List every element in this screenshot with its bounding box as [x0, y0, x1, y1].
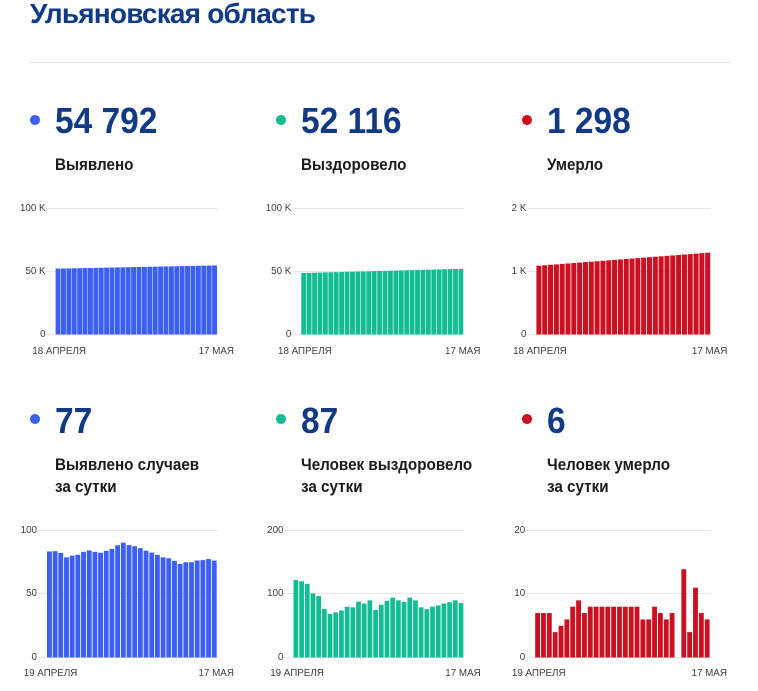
svg-text:18 АПРЕЛЯ: 18 АПРЕЛЯ — [278, 346, 332, 357]
svg-text:0: 0 — [521, 329, 527, 340]
svg-text:50: 50 — [26, 588, 37, 599]
svg-text:50 K: 50 K — [271, 266, 292, 277]
svg-text:0: 0 — [278, 652, 284, 663]
svg-text:17 МАЯ: 17 МАЯ — [199, 346, 234, 357]
svg-text:17 МАЯ: 17 МАЯ — [445, 346, 480, 357]
svg-text:19 АПРЕЛЯ: 19 АПРЕЛЯ — [24, 668, 78, 679]
svg-text:100 K: 100 K — [266, 203, 292, 214]
svg-text:0: 0 — [32, 652, 38, 663]
svg-text:2 K: 2 K — [512, 203, 527, 214]
svg-text:18 АПРЕЛЯ: 18 АПРЕЛЯ — [513, 346, 567, 357]
svg-text:17 МАЯ: 17 МАЯ — [692, 346, 727, 357]
svg-text:18 АПРЕЛЯ: 18 АПРЕЛЯ — [32, 346, 86, 357]
svg-text:0: 0 — [40, 329, 46, 340]
svg-text:19 АПРЕЛЯ: 19 АПРЕЛЯ — [270, 668, 324, 679]
svg-text:200: 200 — [267, 525, 284, 536]
svg-text:17 МАЯ: 17 МАЯ — [199, 668, 234, 679]
svg-text:0: 0 — [286, 329, 292, 340]
svg-text:17 МАЯ: 17 МАЯ — [692, 668, 727, 679]
svg-text:100: 100 — [21, 525, 38, 536]
svg-text:20: 20 — [514, 525, 525, 536]
svg-text:50 K: 50 K — [25, 266, 46, 277]
svg-text:1 K: 1 K — [512, 266, 527, 277]
svg-text:100 K: 100 K — [20, 203, 46, 214]
svg-text:17 МАЯ: 17 МАЯ — [445, 668, 480, 679]
svg-text:10: 10 — [514, 588, 525, 599]
svg-text:0: 0 — [520, 652, 526, 663]
svg-text:19 АПРЕЛЯ: 19 АПРЕЛЯ — [512, 668, 566, 679]
svg-text:100: 100 — [267, 588, 284, 599]
